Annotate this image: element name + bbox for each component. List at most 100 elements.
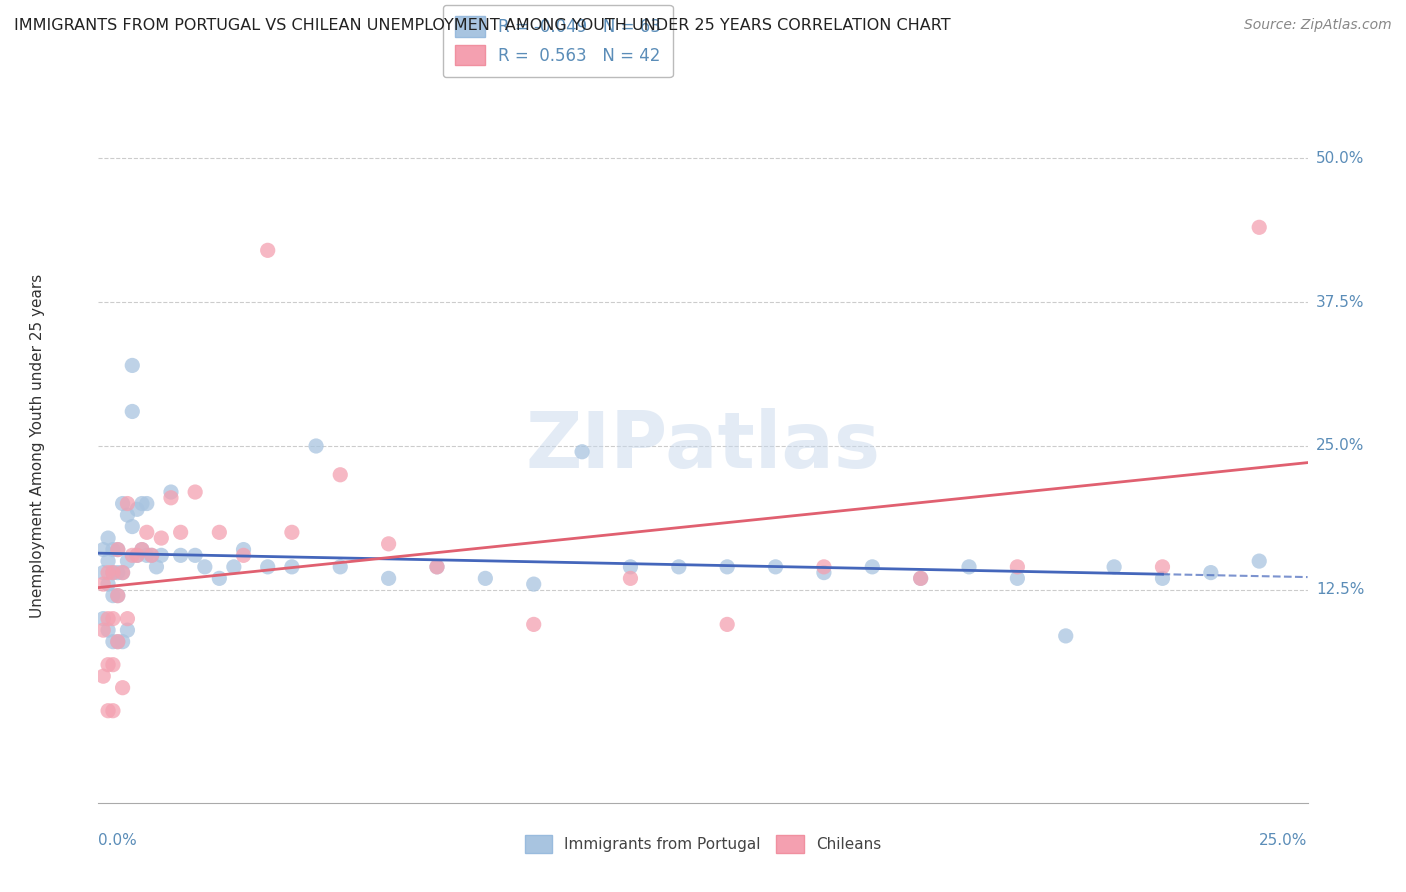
Text: Unemployment Among Youth under 25 years: Unemployment Among Youth under 25 years	[31, 274, 45, 618]
Point	[281, 525, 304, 540]
Point	[127, 549, 149, 563]
Point	[107, 542, 129, 557]
Point	[117, 508, 139, 522]
Point	[619, 559, 641, 574]
Point	[619, 571, 641, 585]
Point	[169, 525, 191, 540]
Text: IMMIGRANTS FROM PORTUGAL VS CHILEAN UNEMPLOYMENT AMONG YOUTH UNDER 25 YEARS CORR: IMMIGRANTS FROM PORTUGAL VS CHILEAN UNEM…	[14, 18, 950, 33]
Point	[523, 577, 546, 591]
Point	[97, 623, 120, 637]
Point	[101, 566, 124, 580]
Point	[131, 542, 153, 557]
Point	[97, 612, 120, 626]
Point	[194, 559, 217, 574]
Point	[97, 531, 120, 545]
Point	[329, 467, 352, 482]
Point	[107, 542, 129, 557]
Point	[184, 485, 207, 500]
Point	[127, 549, 149, 563]
Point	[107, 566, 129, 580]
Point	[97, 704, 120, 718]
Point	[91, 669, 114, 683]
Point	[97, 566, 120, 580]
Point	[281, 559, 304, 574]
Point	[101, 566, 124, 580]
Point	[860, 559, 883, 574]
Point	[131, 542, 153, 557]
Text: ZIPatlas: ZIPatlas	[526, 408, 880, 484]
Point	[957, 559, 980, 574]
Point	[150, 531, 173, 545]
Point	[208, 571, 231, 585]
Point	[1007, 559, 1029, 574]
Point	[377, 571, 399, 585]
Point	[97, 554, 120, 568]
Text: 25.0%: 25.0%	[1260, 833, 1308, 848]
Point	[813, 566, 835, 580]
Point	[765, 559, 787, 574]
Point	[127, 502, 149, 516]
Point	[121, 404, 143, 418]
Point	[145, 559, 167, 574]
Point	[1249, 220, 1271, 235]
Point	[716, 617, 738, 632]
Point	[169, 549, 191, 563]
Point	[208, 525, 231, 540]
Point	[101, 657, 124, 672]
Text: 50.0%: 50.0%	[1316, 151, 1364, 166]
Point	[426, 559, 449, 574]
Text: 12.5%: 12.5%	[1316, 582, 1364, 598]
Point	[91, 542, 114, 557]
Point	[111, 566, 134, 580]
Point	[716, 559, 738, 574]
Point	[117, 497, 139, 511]
Point	[111, 497, 134, 511]
Point	[141, 549, 163, 563]
Point	[91, 612, 114, 626]
Point	[222, 559, 245, 574]
Point	[117, 612, 139, 626]
Point	[101, 704, 124, 718]
Text: 25.0%: 25.0%	[1316, 439, 1364, 453]
Point	[813, 559, 835, 574]
Point	[1152, 559, 1174, 574]
Point	[1199, 566, 1222, 580]
Point	[256, 244, 278, 258]
Point	[184, 549, 207, 563]
Text: 0.0%: 0.0%	[98, 833, 138, 848]
Point	[1249, 554, 1271, 568]
Point	[91, 566, 114, 580]
Point	[571, 444, 593, 458]
Point	[523, 617, 546, 632]
Point	[668, 559, 690, 574]
Point	[1007, 571, 1029, 585]
Point	[426, 559, 449, 574]
Point	[117, 623, 139, 637]
Point	[107, 634, 129, 648]
Text: Source: ZipAtlas.com: Source: ZipAtlas.com	[1244, 18, 1392, 32]
Point	[101, 542, 124, 557]
Point	[329, 559, 352, 574]
Point	[91, 577, 114, 591]
Point	[131, 497, 153, 511]
Point	[1054, 629, 1077, 643]
Point	[160, 491, 183, 505]
Point	[1152, 571, 1174, 585]
Point	[910, 571, 932, 585]
Point	[1102, 559, 1125, 574]
Point	[256, 559, 278, 574]
Point	[121, 549, 143, 563]
Point	[101, 634, 124, 648]
Point	[305, 439, 328, 453]
Point	[97, 657, 120, 672]
Point	[377, 537, 399, 551]
Point	[101, 612, 124, 626]
Point	[121, 359, 143, 373]
Point	[232, 542, 254, 557]
Point	[111, 566, 134, 580]
Point	[474, 571, 496, 585]
Point	[107, 589, 129, 603]
Point	[91, 623, 114, 637]
Point	[107, 589, 129, 603]
Point	[117, 554, 139, 568]
